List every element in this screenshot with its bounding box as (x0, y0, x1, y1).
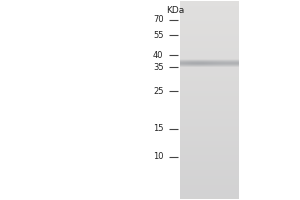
Text: 55: 55 (153, 31, 164, 40)
Text: 40: 40 (153, 51, 164, 60)
Text: KDa: KDa (166, 6, 184, 15)
Text: 25: 25 (153, 87, 164, 96)
Text: 10: 10 (153, 152, 164, 161)
Text: 70: 70 (153, 15, 164, 24)
Text: 35: 35 (153, 63, 164, 72)
Text: 15: 15 (153, 124, 164, 133)
